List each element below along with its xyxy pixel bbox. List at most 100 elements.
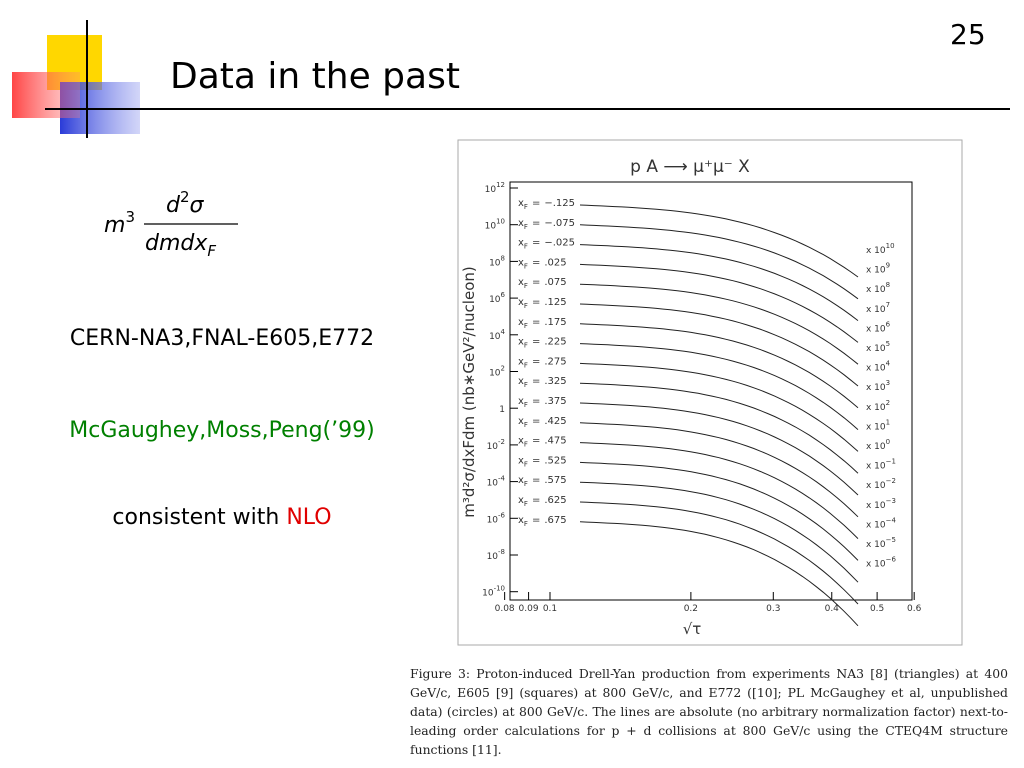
scale-prefix: x 10 — [866, 540, 886, 550]
y-tick-exp: 12 — [496, 181, 505, 189]
legend-sub: F — [524, 342, 528, 350]
legend-entry: xF = −.125 — [518, 198, 575, 211]
y-tick-base: 10 — [487, 479, 499, 489]
y-label: m³d²σ/dxFdm (nb∗GeV²/nucleon) — [460, 266, 478, 517]
legend-entry: xF = .075 — [518, 277, 567, 290]
y-tick-exp: 8 — [501, 254, 505, 262]
x-tick-label: 0.5 — [870, 604, 884, 614]
y-tick-label: 106 — [489, 291, 505, 305]
y-tick-base: 10 — [489, 369, 501, 379]
y-tick-label: 10-10 — [482, 585, 505, 599]
theory-curve — [579, 521, 859, 627]
legend-value: .675 — [544, 515, 566, 526]
y-tick-base: 10 — [489, 295, 501, 305]
theory-curve — [579, 303, 859, 387]
scale-factor: x 103 — [866, 379, 890, 393]
legend-prefix: x — [518, 416, 524, 427]
legend-entry: xF = .625 — [518, 495, 567, 508]
theory-curve — [579, 224, 859, 300]
scale-prefix: x 10 — [866, 383, 886, 393]
legend-value: −.075 — [544, 218, 575, 229]
legend-eq: = — [532, 238, 540, 249]
y-tick-label: 1012 — [485, 181, 505, 195]
legend-value: .175 — [544, 317, 566, 328]
legend-sub: F — [524, 500, 528, 508]
x-tick-label: 0.6 — [907, 604, 922, 614]
scale-exp: 4 — [886, 360, 891, 368]
legend-eq: = — [532, 297, 540, 308]
x-tick-label: 0.4 — [825, 604, 840, 614]
y-tick-label: 10-4 — [487, 475, 506, 489]
scale-prefix: x 10 — [866, 442, 886, 452]
legend-sub: F — [524, 480, 528, 488]
legend-entry: xF = .175 — [518, 317, 567, 330]
scale-prefix: x 10 — [866, 520, 886, 530]
y-tick-base: 10 — [489, 332, 501, 342]
legend-prefix: x — [518, 515, 524, 526]
legend-sub: F — [524, 401, 528, 409]
theory-curve — [579, 382, 859, 474]
scale-prefix: x 10 — [866, 422, 886, 432]
y-tick-exp: 4 — [501, 328, 506, 336]
scale-factor: x 10−2 — [866, 477, 896, 491]
legend-eq: = — [532, 376, 540, 387]
legend-entry: xF = .125 — [518, 297, 567, 310]
legend-entry: xF = .225 — [518, 337, 567, 350]
y-tick-base: 10 — [485, 185, 497, 195]
theory-curve — [579, 283, 859, 365]
scale-factor: x 10−5 — [866, 536, 896, 550]
legend-eq: = — [532, 475, 540, 486]
scale-exp: 5 — [886, 340, 890, 348]
scale-prefix: x 10 — [866, 246, 886, 256]
legend-eq: = — [532, 396, 540, 407]
legend-eq: = — [532, 356, 540, 367]
bullet: CERN-NA3,FNAL-E605,E772 — [12, 326, 432, 351]
legend-prefix: x — [518, 495, 524, 506]
legend-eq: = — [532, 515, 540, 526]
x-label: √τ — [683, 620, 702, 638]
bullet-highlight: NLO — [286, 505, 332, 530]
y-tick-label: 1 — [499, 405, 505, 415]
legend-entry: xF = −.025 — [518, 238, 575, 251]
legend-sub: F — [524, 421, 528, 429]
slide-number: 25 — [950, 18, 986, 51]
legend-value: .475 — [544, 436, 566, 447]
y-tick-label: 102 — [489, 365, 505, 379]
legend-sub: F — [524, 223, 528, 231]
legend-sub: F — [524, 361, 528, 369]
scale-factor: x 10−3 — [866, 497, 896, 511]
legend-eq: = — [532, 198, 540, 209]
legend-value: .375 — [544, 396, 566, 407]
scale-prefix: x 10 — [866, 560, 886, 570]
scale-prefix: x 10 — [866, 364, 886, 374]
scale-exp: 7 — [886, 301, 890, 309]
legend-entry: xF = .475 — [518, 436, 567, 449]
scale-exp: 8 — [886, 281, 890, 289]
figure: p A ⟶ μ⁺μ⁻ X m³d²σ/dxFdm (nb∗GeV²/nucleo… — [457, 139, 963, 646]
legend-value: .125 — [544, 297, 566, 308]
legend-prefix: x — [518, 475, 524, 486]
scale-prefix: x 10 — [866, 462, 886, 472]
scale-factor: x 10−6 — [866, 556, 897, 570]
legend-entry: xF = .025 — [518, 257, 567, 270]
scale-prefix: x 10 — [866, 324, 886, 334]
theory-curve — [579, 442, 859, 539]
y-tick-base: 10 — [487, 515, 499, 525]
legend-sub: F — [524, 302, 528, 310]
legend-prefix: x — [518, 257, 524, 268]
legend-prefix: x — [518, 376, 524, 387]
y-tick-base: 10 — [489, 258, 501, 268]
formula-num: d2σ — [166, 188, 205, 218]
scale-factor: x 107 — [866, 301, 890, 315]
legend-value: .575 — [544, 475, 566, 486]
legend-prefix: x — [518, 218, 524, 229]
legend-entry: xF = −.075 — [518, 218, 575, 231]
scale-prefix: x 10 — [866, 403, 886, 413]
legend-sub: F — [524, 262, 528, 270]
theory-curve — [579, 501, 859, 605]
x-tick-label: 0.09 — [519, 604, 539, 614]
theory-curve — [579, 263, 859, 343]
legend-prefix: x — [518, 277, 524, 288]
scale-factor: x 109 — [866, 262, 890, 276]
